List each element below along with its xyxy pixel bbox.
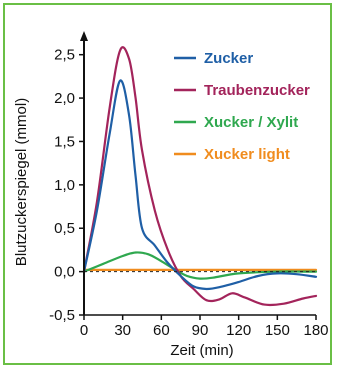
x-tick-label: 150 (265, 322, 290, 339)
series-line-1 (82, 79, 318, 291)
x-tick-label: 60 (153, 322, 170, 339)
legend-label-3: Xucker / Xylit (204, 114, 298, 131)
y-tick-label: 0,5 (54, 220, 75, 237)
x-tick-label: 120 (226, 322, 251, 339)
y-tick-label: 1,5 (54, 133, 75, 150)
y-tick-label: 0,0 (54, 264, 75, 281)
y-tick-label: 1,0 (54, 177, 75, 194)
axes-layer: 2,5 2,0 1,5 1,0 0,5 0,0 -0,5 0 30 60 90 120 150 180 Ze… (13, 31, 329, 359)
x-tick-label: 90 (192, 322, 209, 339)
x-tick-label: 0 (80, 322, 88, 339)
legend-label-4: Xucker light (204, 146, 290, 163)
series-line-3 (82, 251, 318, 280)
x-axis-title: Zeit (min) (170, 342, 233, 359)
series-layer (82, 46, 318, 307)
legend: Zucker Traubenzucker Xucker / Xylit Xucker … (174, 50, 310, 163)
x-tick-label: 30 (114, 322, 131, 339)
y-tick-label: -0,5 (49, 307, 75, 324)
y-tick-label: 2,0 (54, 90, 75, 107)
x-tick-label: 180 (303, 322, 328, 339)
y-tick-label: 2,5 (54, 47, 75, 64)
legend-label-1: Zucker (204, 50, 253, 67)
y-axis-title: Blutzuckerspiegel (mmol) (13, 98, 30, 266)
legend-label-2: Traubenzucker (204, 82, 310, 99)
y-axis-arrow (80, 31, 88, 41)
